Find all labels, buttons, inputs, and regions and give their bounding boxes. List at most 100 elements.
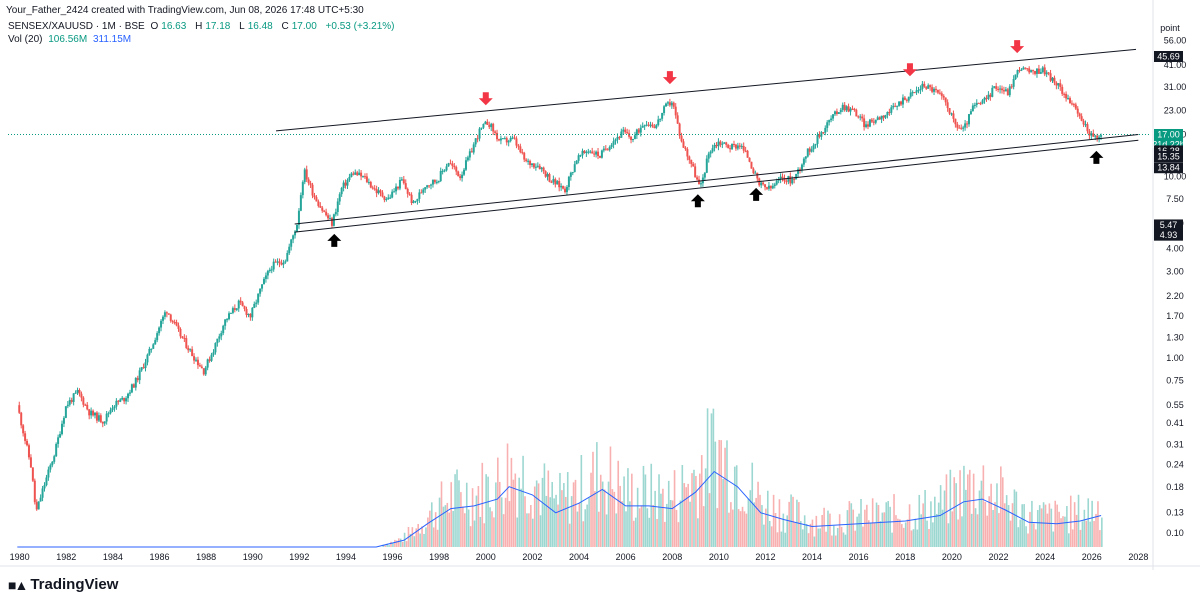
candle-body xyxy=(243,306,246,309)
price-badge: 45.69 xyxy=(1154,50,1183,62)
price-scale-unit[interactable]: point xyxy=(1160,23,1180,33)
volume-bar xyxy=(1017,527,1020,547)
volume-bar xyxy=(708,493,711,547)
price-tick-label: 2.20 xyxy=(1166,291,1184,301)
candle-body xyxy=(371,187,374,189)
candle-body xyxy=(290,239,293,247)
price-badge: 17.00 xyxy=(1154,128,1183,140)
candle-body xyxy=(548,174,551,182)
volume-bar xyxy=(739,511,742,547)
volume-bar xyxy=(1019,519,1022,547)
candle-body xyxy=(558,181,561,188)
candle-body xyxy=(771,185,774,189)
time-tick-label: 1990 xyxy=(243,552,263,562)
volume-bar xyxy=(549,497,552,547)
candle-body xyxy=(581,150,584,156)
volume-bar xyxy=(576,511,579,547)
volume-indicator-label[interactable]: Vol (20) xyxy=(8,34,43,45)
candle-body xyxy=(595,151,598,155)
candle-body xyxy=(1053,77,1056,83)
volume-bar xyxy=(483,523,486,547)
candle-body xyxy=(527,160,530,162)
candle-body xyxy=(799,169,802,171)
volume-bar xyxy=(759,494,761,547)
candle-body xyxy=(64,406,67,418)
candle-body xyxy=(583,150,586,153)
symbol-label[interactable]: SENSEX/XAUUSD · 1M · BSE xyxy=(8,21,145,32)
volume-bar xyxy=(392,543,394,547)
volume-bar xyxy=(794,522,796,547)
candle-body xyxy=(767,185,770,189)
candle-body xyxy=(496,132,499,140)
candle-body xyxy=(934,88,937,90)
candle-body xyxy=(29,457,32,468)
time-tick-label: 2024 xyxy=(1035,552,1055,562)
tradingview-logo[interactable]: ■▲ TradingView xyxy=(8,576,118,593)
candle-body xyxy=(224,319,227,326)
candle-body xyxy=(540,167,543,170)
candle-body xyxy=(975,102,978,106)
volume-bar xyxy=(897,518,899,547)
volume-bar xyxy=(761,505,763,547)
candle-body xyxy=(418,192,421,199)
candle-body xyxy=(1086,124,1089,132)
candle-body xyxy=(1018,70,1021,72)
candle-body xyxy=(161,316,164,321)
candle-body xyxy=(738,145,741,147)
volume-bar xyxy=(852,509,855,547)
candle-body xyxy=(694,166,697,178)
candle-body xyxy=(987,94,990,99)
volume-bar xyxy=(665,503,668,547)
candle-body xyxy=(938,92,941,94)
candle-body xyxy=(342,182,345,188)
candle-body xyxy=(426,185,429,188)
candle-body xyxy=(966,123,969,125)
candle-body xyxy=(165,312,168,314)
volume-bar xyxy=(893,494,895,547)
black-arrow-up-icon xyxy=(327,233,342,247)
candle-body xyxy=(53,456,56,462)
volume-bar xyxy=(415,528,418,547)
candle-body xyxy=(925,86,928,89)
volume-bar xyxy=(840,526,843,547)
candle-body xyxy=(507,140,510,143)
volume-bar xyxy=(613,491,616,547)
candle-body xyxy=(783,178,786,182)
candle-body xyxy=(183,337,186,339)
candle-body xyxy=(348,176,351,180)
volume-bar xyxy=(1015,491,1018,547)
candle-body xyxy=(692,163,695,167)
volume-bar xyxy=(481,462,484,547)
candle-body xyxy=(913,92,916,94)
candle-body xyxy=(896,105,899,107)
time-tick-label: 1998 xyxy=(429,552,449,562)
candle-body xyxy=(775,180,778,185)
candle-body xyxy=(150,348,153,350)
candle-body xyxy=(111,408,114,410)
candle-body xyxy=(99,415,102,422)
candle-body xyxy=(356,172,359,176)
candle-body xyxy=(396,186,399,189)
volume-bar xyxy=(1060,518,1062,547)
candle-body xyxy=(1014,74,1017,79)
volume-bar xyxy=(1069,495,1072,547)
candle-body xyxy=(375,188,378,194)
candle-body xyxy=(295,224,298,232)
candle-body xyxy=(1004,89,1007,92)
candle-body xyxy=(828,120,831,123)
volume-bar xyxy=(625,511,627,547)
candle-body xyxy=(410,194,413,204)
volume-bar xyxy=(596,442,598,547)
candle-body xyxy=(245,308,248,315)
candle-body xyxy=(717,141,720,147)
candle-body xyxy=(529,160,532,165)
volume-bar xyxy=(1042,502,1045,547)
candle-body xyxy=(766,187,769,189)
volume-bar xyxy=(471,488,474,547)
candle-body xyxy=(428,185,431,187)
volume-bar xyxy=(592,451,594,547)
candle-body xyxy=(1100,135,1103,137)
volume-bar xyxy=(864,509,866,547)
candle-body xyxy=(676,115,679,124)
